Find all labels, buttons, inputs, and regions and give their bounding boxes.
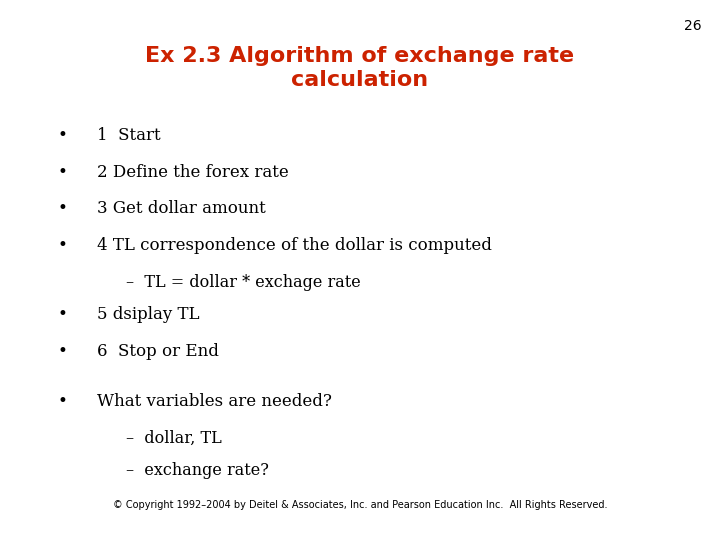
Text: •: •	[58, 127, 68, 144]
Text: 1  Start: 1 Start	[97, 127, 161, 144]
Text: •: •	[58, 164, 68, 180]
Text: •: •	[58, 237, 68, 254]
Text: –  TL = dollar * exchage rate: – TL = dollar * exchage rate	[126, 274, 361, 291]
Text: 6  Stop or End: 6 Stop or End	[97, 343, 219, 360]
Text: © Copyright 1992–2004 by Deitel & Associates, Inc. and Pearson Education Inc.  A: © Copyright 1992–2004 by Deitel & Associ…	[113, 500, 607, 510]
Polygon shape	[324, 504, 342, 525]
Text: •: •	[58, 200, 68, 217]
Text: 26: 26	[685, 19, 702, 33]
Text: •: •	[58, 393, 68, 410]
Text: What variables are needed?: What variables are needed?	[97, 393, 332, 410]
Text: •: •	[58, 343, 68, 360]
Text: 2 Define the forex rate: 2 Define the forex rate	[97, 164, 289, 180]
Polygon shape	[371, 504, 389, 525]
Text: –  exchange rate?: – exchange rate?	[126, 462, 269, 479]
Text: 3 Get dollar amount: 3 Get dollar amount	[97, 200, 266, 217]
Text: Ex 2.3 Algorithm of exchange rate
calculation: Ex 2.3 Algorithm of exchange rate calcul…	[145, 46, 575, 90]
Text: 4 TL correspondence of the dollar is computed: 4 TL correspondence of the dollar is com…	[97, 237, 492, 254]
Text: –  dollar, TL: – dollar, TL	[126, 430, 222, 447]
Text: 5 dsiplay TL: 5 dsiplay TL	[97, 306, 199, 323]
Text: •: •	[58, 306, 68, 323]
